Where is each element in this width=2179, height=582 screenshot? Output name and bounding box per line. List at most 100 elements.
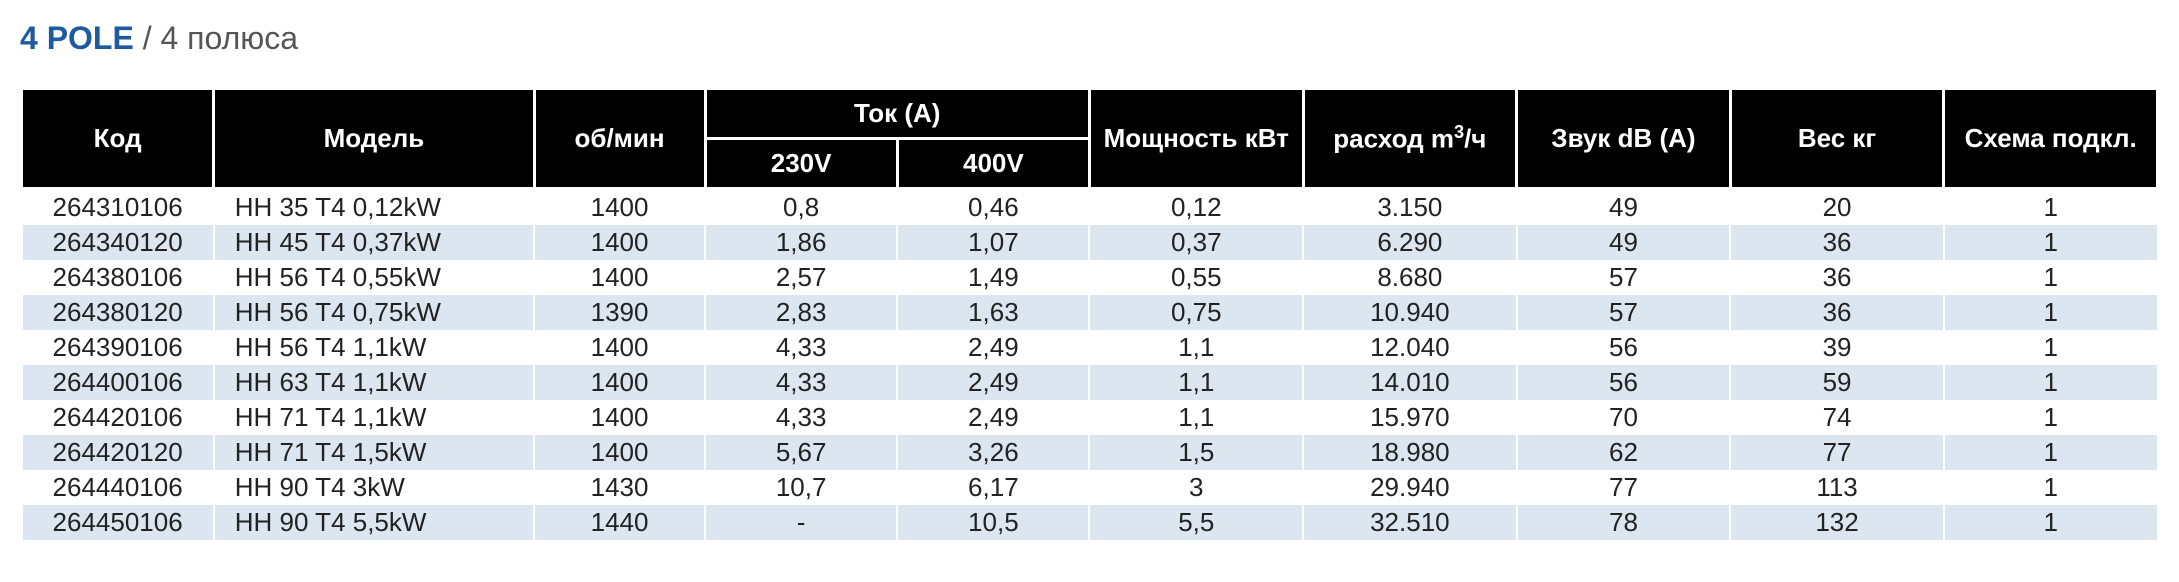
cell-model: HH 71 T4 1,5kW: [214, 435, 534, 470]
th-rpm: об/мин: [534, 89, 705, 189]
cell-power: 1,5: [1089, 435, 1303, 470]
cell-rpm: 1400: [534, 365, 705, 400]
cell-i230: 1,86: [705, 225, 897, 260]
cell-power: 0,37: [1089, 225, 1303, 260]
cell-weight: 20: [1730, 189, 1944, 226]
cell-i230: 0,8: [705, 189, 897, 226]
cell-rpm: 1400: [534, 189, 705, 226]
cell-code: 264450106: [22, 505, 214, 540]
spec-table: Код Модель об/мин Ток (А) Мощность кВт р…: [20, 87, 2159, 540]
cell-sound: 70: [1517, 400, 1731, 435]
cell-model: HH 45 T4 0,37kW: [214, 225, 534, 260]
table-row: 264400106HH 63 T4 1,1kW14004,332,491,114…: [22, 365, 2158, 400]
cell-scheme: 1: [1944, 330, 2158, 365]
cell-rpm: 1390: [534, 295, 705, 330]
cell-i230: 4,33: [705, 400, 897, 435]
cell-weight: 36: [1730, 260, 1944, 295]
cell-model: HH 63 T4 1,1kW: [214, 365, 534, 400]
table-row: 264420106HH 71 T4 1,1kW14004,332,491,115…: [22, 400, 2158, 435]
cell-flow: 12.040: [1303, 330, 1517, 365]
cell-power: 1,1: [1089, 330, 1303, 365]
cell-code: 264310106: [22, 189, 214, 226]
cell-code: 264420106: [22, 400, 214, 435]
cell-code: 264340120: [22, 225, 214, 260]
table-row: 264380106HH 56 T4 0,55kW14002,571,490,55…: [22, 260, 2158, 295]
th-weight: Вес кг: [1730, 89, 1944, 189]
th-flow-pre: расход m: [1333, 124, 1454, 154]
cell-scheme: 1: [1944, 189, 2158, 226]
th-230v: 230V: [705, 139, 897, 189]
table-row: 264450106HH 90 T4 5,5kW1440-10,55,532.51…: [22, 505, 2158, 540]
page-title: 4 POLE / 4 полюса: [20, 20, 2159, 57]
cell-i400: 1,63: [897, 295, 1089, 330]
cell-i400: 1,49: [897, 260, 1089, 295]
cell-model: HH 56 T4 0,75kW: [214, 295, 534, 330]
cell-i400: 6,17: [897, 470, 1089, 505]
cell-scheme: 1: [1944, 295, 2158, 330]
th-model: Модель: [214, 89, 534, 189]
cell-sound: 56: [1517, 365, 1731, 400]
cell-rpm: 1400: [534, 330, 705, 365]
cell-power: 5,5: [1089, 505, 1303, 540]
cell-weight: 39: [1730, 330, 1944, 365]
cell-weight: 36: [1730, 295, 1944, 330]
cell-i230: 10,7: [705, 470, 897, 505]
cell-sound: 78: [1517, 505, 1731, 540]
cell-flow: 15.970: [1303, 400, 1517, 435]
cell-scheme: 1: [1944, 505, 2158, 540]
cell-weight: 132: [1730, 505, 1944, 540]
th-code: Код: [22, 89, 214, 189]
cell-weight: 36: [1730, 225, 1944, 260]
cell-sound: 56: [1517, 330, 1731, 365]
cell-i230: 2,57: [705, 260, 897, 295]
cell-model: HH 35 T4 0,12kW: [214, 189, 534, 226]
cell-scheme: 1: [1944, 400, 2158, 435]
cell-power: 0,12: [1089, 189, 1303, 226]
table-row: 264390106HH 56 T4 1,1kW14004,332,491,112…: [22, 330, 2158, 365]
title-sub: 4 полюса: [160, 20, 298, 56]
cell-i400: 10,5: [897, 505, 1089, 540]
cell-scheme: 1: [1944, 470, 2158, 505]
cell-sound: 77: [1517, 470, 1731, 505]
cell-sound: 57: [1517, 295, 1731, 330]
cell-power: 1,1: [1089, 400, 1303, 435]
cell-rpm: 1400: [534, 260, 705, 295]
cell-scheme: 1: [1944, 365, 2158, 400]
table-row: 264310106HH 35 T4 0,12kW14000,80,460,123…: [22, 189, 2158, 226]
cell-model: HH 90 T4 3kW: [214, 470, 534, 505]
cell-rpm: 1400: [534, 225, 705, 260]
cell-i230: -: [705, 505, 897, 540]
table-body: 264310106HH 35 T4 0,12kW14000,80,460,123…: [22, 189, 2158, 541]
th-flow-sup: 3: [1454, 122, 1464, 142]
cell-i400: 0,46: [897, 189, 1089, 226]
cell-i230: 2,83: [705, 295, 897, 330]
cell-model: HH 56 T4 1,1kW: [214, 330, 534, 365]
cell-i400: 2,49: [897, 400, 1089, 435]
table-row: 264420120HH 71 T4 1,5kW14005,673,261,518…: [22, 435, 2158, 470]
cell-weight: 77: [1730, 435, 1944, 470]
cell-sound: 49: [1517, 225, 1731, 260]
cell-weight: 74: [1730, 400, 1944, 435]
cell-flow: 18.980: [1303, 435, 1517, 470]
cell-code: 264380106: [22, 260, 214, 295]
th-power: Мощность кВт: [1089, 89, 1303, 189]
th-current: Ток (А): [705, 89, 1089, 139]
cell-code: 264390106: [22, 330, 214, 365]
cell-flow: 3.150: [1303, 189, 1517, 226]
cell-sound: 57: [1517, 260, 1731, 295]
cell-flow: 29.940: [1303, 470, 1517, 505]
cell-model: HH 90 T4 5,5kW: [214, 505, 534, 540]
cell-flow: 10.940: [1303, 295, 1517, 330]
cell-sound: 49: [1517, 189, 1731, 226]
th-flow-post: /ч: [1464, 124, 1486, 154]
th-flow: расход m3/ч: [1303, 89, 1517, 189]
cell-rpm: 1400: [534, 435, 705, 470]
cell-scheme: 1: [1944, 225, 2158, 260]
cell-scheme: 1: [1944, 260, 2158, 295]
cell-weight: 59: [1730, 365, 1944, 400]
cell-rpm: 1430: [534, 470, 705, 505]
cell-sound: 62: [1517, 435, 1731, 470]
title-accent: 4 POLE: [20, 20, 134, 56]
cell-i400: 1,07: [897, 225, 1089, 260]
cell-i230: 5,67: [705, 435, 897, 470]
